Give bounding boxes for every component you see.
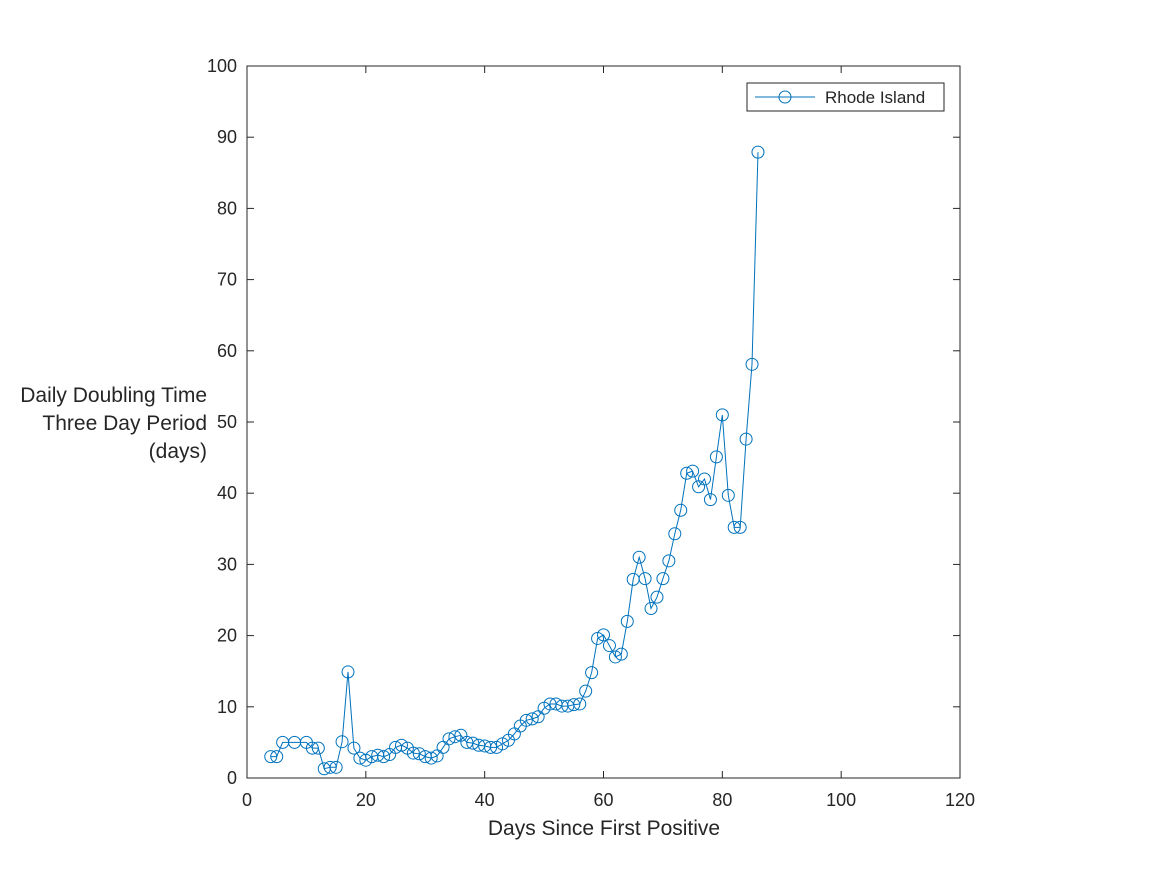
data-point	[573, 697, 587, 711]
y-tick-label: 40	[217, 483, 237, 503]
y-tick-label: 100	[207, 56, 237, 76]
y-tick-label: 0	[227, 768, 237, 788]
y-tick-label: 80	[217, 198, 237, 218]
data-point	[662, 554, 676, 568]
data-point	[329, 760, 343, 774]
data-point	[614, 647, 628, 661]
data-point	[698, 472, 712, 486]
x-tick-label: 0	[242, 790, 252, 810]
data-point	[406, 746, 420, 760]
x-tick-label: 20	[356, 790, 376, 810]
data-point	[466, 736, 480, 750]
y-tick-label: 50	[217, 412, 237, 432]
data-point	[597, 628, 610, 642]
data-point	[715, 408, 729, 422]
data-point	[377, 750, 391, 764]
y-axis-label-line-3: (days)	[149, 440, 207, 463]
y-axis-label-line-2: Three Day Period	[42, 412, 207, 435]
data-point	[567, 698, 581, 712]
data-point	[525, 712, 539, 726]
data-point	[608, 650, 622, 664]
data-point	[650, 590, 664, 604]
data-point	[460, 735, 474, 749]
data-point	[448, 730, 462, 744]
data-point	[721, 488, 735, 502]
data-point	[656, 572, 670, 586]
data-point	[341, 665, 355, 679]
y-tick-label: 70	[217, 270, 237, 290]
legend-entry-label: Rhode Island	[825, 88, 925, 107]
data-point	[442, 732, 456, 746]
y-tick-label: 90	[217, 127, 237, 147]
series-line	[270, 152, 759, 770]
data-point	[745, 357, 759, 371]
data-point	[323, 760, 337, 774]
data-point	[264, 750, 278, 764]
y-axis-label: Daily Doubling Time Three Day Period (da…	[20, 384, 207, 463]
x-tick-label: 120	[945, 790, 975, 810]
y-tick-label: 20	[217, 626, 237, 646]
axis-ticks: 0 20 40 60 80 100 120 0 10 20 30 40 50 60 70 80 90 100	[207, 56, 975, 810]
data-point	[668, 527, 682, 541]
y-tick-label: 30	[217, 554, 237, 574]
data-point	[394, 738, 408, 752]
data-point	[585, 666, 599, 680]
data-point	[751, 145, 765, 159]
x-tick-label: 100	[826, 790, 856, 810]
data-point	[644, 602, 658, 616]
data-point	[484, 740, 498, 754]
data-point	[703, 493, 717, 507]
data-point	[602, 639, 616, 653]
series-rhode-island	[264, 145, 765, 776]
data-point	[680, 466, 694, 480]
data-point	[270, 750, 284, 764]
data-point	[709, 450, 723, 464]
data-point	[727, 520, 741, 534]
data-point	[674, 503, 688, 517]
x-axis-label: Days Since First Positive	[488, 817, 720, 840]
data-point	[579, 684, 593, 698]
x-tick-label: 40	[475, 790, 495, 810]
legend-marker-swatch	[778, 90, 792, 104]
x-tick-label: 60	[593, 790, 613, 810]
y-tick-label: 60	[217, 341, 237, 361]
data-point	[686, 464, 700, 478]
data-point	[347, 741, 361, 755]
data-point	[638, 572, 652, 586]
data-point	[335, 735, 349, 749]
data-point	[311, 741, 325, 755]
data-point	[519, 713, 533, 727]
data-point	[620, 614, 634, 628]
plot-area	[246, 65, 961, 779]
data-point	[412, 747, 426, 761]
data-point	[632, 550, 646, 564]
data-point	[305, 741, 319, 755]
data-point	[424, 751, 438, 765]
data-point	[739, 432, 753, 446]
y-tick-label: 10	[217, 697, 237, 717]
y-axis-label-line-1: Daily Doubling Time	[20, 384, 207, 407]
legend: Rhode Island	[746, 82, 945, 112]
data-point	[733, 520, 747, 534]
x-tick-label: 80	[712, 790, 732, 810]
